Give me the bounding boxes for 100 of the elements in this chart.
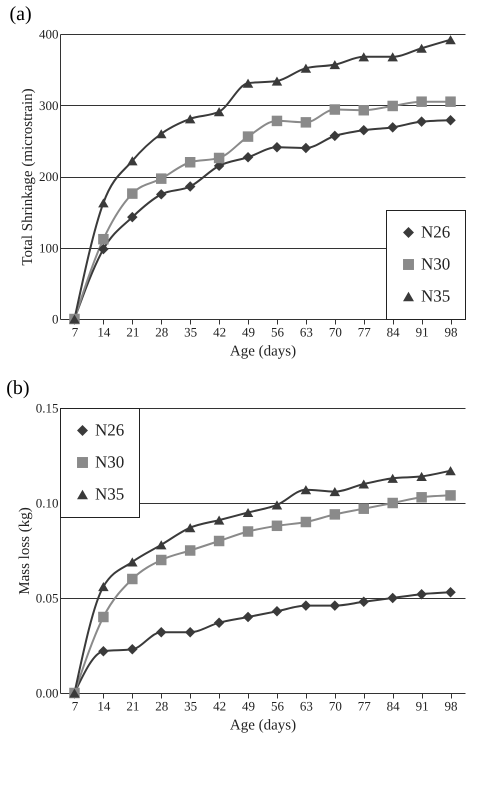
point <box>416 44 427 53</box>
point <box>387 592 398 604</box>
point <box>214 617 224 628</box>
x-tick-label: 77 <box>358 698 372 714</box>
x-tick-label: 70 <box>328 324 342 340</box>
point <box>127 644 138 655</box>
y-tick-label: 0.15 <box>36 400 58 416</box>
y-axis-title: Mass loss (kg) <box>16 507 33 595</box>
point <box>242 152 254 163</box>
y-tick-label: 100 <box>39 240 58 256</box>
point <box>300 516 312 528</box>
point <box>214 536 224 546</box>
point <box>98 612 109 622</box>
legend-label: N35 <box>95 484 124 504</box>
legend-label: N35 <box>421 286 450 306</box>
legend-label: N26 <box>421 222 450 242</box>
x-tick-label: 35 <box>184 324 198 340</box>
x-tick-label: 14 <box>97 698 111 714</box>
x-axis-title: Age (days) <box>230 344 296 360</box>
y-tick-label: 0 <box>52 312 58 326</box>
point <box>127 212 138 222</box>
point <box>98 198 109 208</box>
point <box>445 466 456 476</box>
point <box>445 35 456 44</box>
point <box>358 479 369 489</box>
point <box>358 503 369 514</box>
point <box>330 509 340 520</box>
point <box>156 173 166 184</box>
point <box>98 646 109 656</box>
point <box>358 104 369 116</box>
x-tick-label: 21 <box>126 324 140 340</box>
y-axis-title: Total Shrinkage (microstrain) <box>20 88 36 266</box>
point <box>272 606 282 617</box>
x-tick-label: 98 <box>444 698 458 714</box>
x-tick-label: 63 <box>300 698 313 714</box>
point <box>127 156 138 166</box>
point <box>330 130 340 142</box>
point <box>184 545 196 556</box>
point <box>184 626 196 638</box>
x-tick-label: 63 <box>300 324 313 340</box>
point <box>416 96 427 107</box>
legend-label: N26 <box>95 420 124 440</box>
point <box>242 78 254 88</box>
y-tick-label: 200 <box>39 169 58 184</box>
point <box>127 574 138 584</box>
point <box>387 52 398 62</box>
point <box>387 100 398 112</box>
point <box>214 516 224 525</box>
point <box>387 474 398 483</box>
chart-title: (a) <box>10 3 32 25</box>
point <box>272 142 282 153</box>
point <box>184 114 196 124</box>
point <box>445 490 456 501</box>
point <box>300 485 312 494</box>
x-tick-label: 42 <box>213 324 226 340</box>
point <box>156 554 166 566</box>
point <box>330 487 340 496</box>
x-tick-label: 77 <box>358 324 372 340</box>
point <box>127 188 138 199</box>
point <box>416 492 427 503</box>
point <box>156 189 166 200</box>
point <box>300 117 312 128</box>
x-tick-label: 84 <box>386 698 400 714</box>
x-tick-label: 56 <box>270 324 284 340</box>
y-tick-label: 300 <box>39 98 58 113</box>
point <box>184 157 196 168</box>
x-tick-label: 91 <box>416 324 429 340</box>
point <box>416 472 427 481</box>
point <box>330 104 340 115</box>
x-tick-label: 35 <box>184 698 198 714</box>
point <box>242 131 254 142</box>
x-axis-title: Age (days) <box>230 718 296 734</box>
legend-label: N30 <box>95 452 124 472</box>
point <box>98 582 109 592</box>
y-tick-label: 0.10 <box>36 496 58 510</box>
x-tick-label: 49 <box>242 698 256 714</box>
x-tick-label: 84 <box>386 324 400 340</box>
point <box>156 129 166 138</box>
point <box>416 588 427 600</box>
x-tick-label: 28 <box>155 324 168 340</box>
x-tick-label: 91 <box>416 698 429 714</box>
point <box>242 612 254 622</box>
x-tick-label: 56 <box>270 698 284 714</box>
point <box>272 116 282 126</box>
point <box>214 107 224 116</box>
point <box>98 244 109 254</box>
point <box>330 60 340 70</box>
point <box>300 600 312 611</box>
point <box>184 181 196 192</box>
point <box>358 124 369 136</box>
point <box>300 142 312 154</box>
point <box>156 626 166 638</box>
point <box>387 498 398 508</box>
point <box>98 234 109 244</box>
point <box>387 122 398 133</box>
x-tick-label: 7 <box>72 698 79 714</box>
chart-title: (b) <box>6 377 30 399</box>
point <box>184 523 196 532</box>
point <box>445 96 456 107</box>
point <box>358 596 369 608</box>
